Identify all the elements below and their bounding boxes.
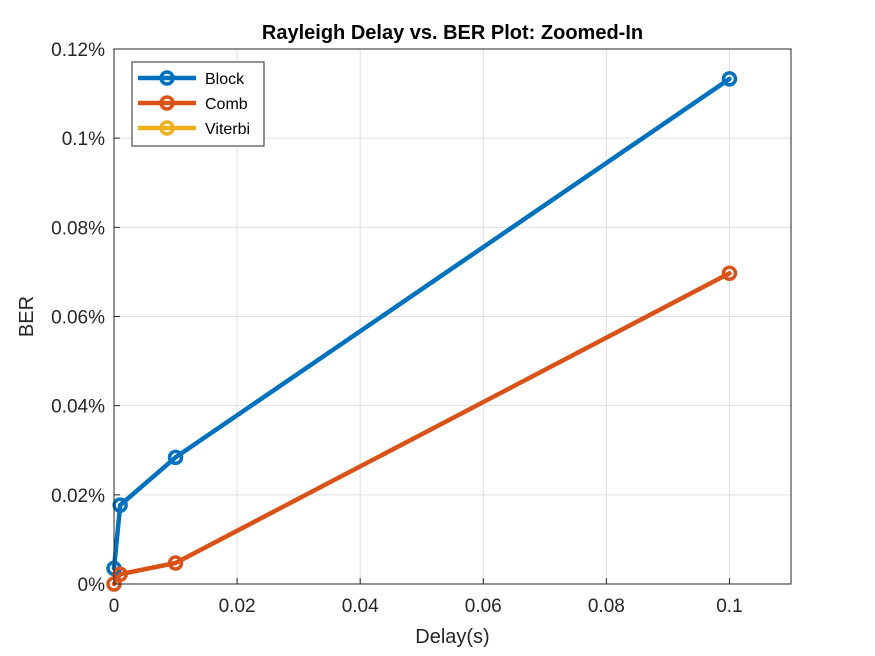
x-tick-label: 0 xyxy=(109,596,120,617)
x-tick-label: 0.06 xyxy=(465,596,502,617)
data-point-block xyxy=(167,449,184,466)
chart-title: Rayleigh Delay vs. BER Plot: Zoomed-In xyxy=(262,22,643,44)
x-tick-label: 0.1 xyxy=(716,596,742,617)
legend-swatch-marker xyxy=(159,120,175,136)
data-point-comb xyxy=(721,265,738,282)
series-layer xyxy=(106,71,738,592)
x-axis-title: Delay(s) xyxy=(415,626,489,648)
legend-label: Viterbi xyxy=(205,121,250,138)
y-tick-label: 0.04% xyxy=(51,397,105,418)
y-tick-label: 0.08% xyxy=(51,218,105,239)
y-tick-label: 0.02% xyxy=(51,486,105,507)
data-point-comb xyxy=(167,555,184,571)
x-tick-label: 0.02 xyxy=(219,596,256,617)
legend-item-comb: Comb xyxy=(138,95,248,113)
x-tick-label: 0.08 xyxy=(588,596,625,617)
data-point-block xyxy=(721,71,738,87)
legend-item-viterbi: Viterbi xyxy=(138,120,250,138)
legend: Block Comb Viterbi xyxy=(131,61,265,147)
x-tick-label: 0.04 xyxy=(342,596,379,617)
y-tick-label: 0.06% xyxy=(51,308,105,329)
y-axis-title: BER xyxy=(16,296,38,337)
y-tick-label: 0% xyxy=(78,575,106,596)
legend-swatch-marker xyxy=(159,70,175,86)
y-tick-label: 0.12% xyxy=(51,40,105,61)
series-line-block xyxy=(111,76,732,571)
legend-label: Block xyxy=(205,71,245,88)
legend-item-block: Block xyxy=(138,70,245,88)
ticks: 0 0.02 0.04 0.06 0.08 0.1 0% 0.02% 0.04% 0.06% 0.0… xyxy=(51,40,743,617)
legend-swatch-marker xyxy=(159,95,175,111)
legend-label: Comb xyxy=(205,96,248,113)
y-tick-label: 0.1% xyxy=(62,129,105,150)
